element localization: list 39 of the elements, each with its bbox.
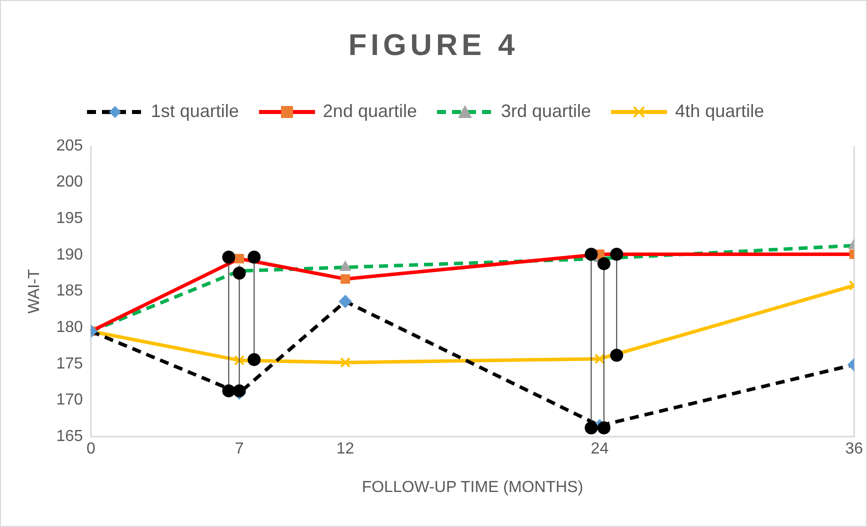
y-tick-label: 170 — [56, 392, 83, 409]
legend-label: 1st quartile — [150, 101, 239, 121]
point — [584, 248, 598, 261]
point — [594, 354, 605, 364]
point — [222, 384, 236, 398]
x-tick-label: 7 — [234, 440, 244, 458]
point — [340, 357, 351, 368]
point — [248, 353, 261, 366]
y-tick-label: 200 — [56, 174, 83, 191]
point — [232, 266, 246, 280]
point — [340, 260, 351, 271]
y-tick-label: 165 — [56, 428, 83, 446]
point — [232, 384, 246, 398]
point — [234, 355, 245, 366]
point — [610, 248, 624, 261]
x-axis-title: FOLLOW-UP TIME (MONTHS) — [362, 478, 584, 496]
legend-label: 2nd quartile — [322, 101, 417, 121]
point — [248, 250, 261, 264]
point — [597, 257, 610, 270]
legend-label: 3rd quartile — [501, 101, 592, 121]
y-tick-label: 175 — [56, 355, 83, 372]
point — [584, 421, 598, 434]
x-tick-label: 0 — [86, 440, 96, 458]
point — [610, 348, 624, 362]
point — [340, 274, 350, 284]
point — [222, 250, 236, 264]
point — [234, 254, 244, 264]
chart-title: FIGURE 4 — [347, 29, 520, 63]
legend-label: 4th quartile — [675, 101, 764, 121]
y-axis-title: WAI-T — [26, 268, 44, 314]
x-tick-label: 36 — [845, 440, 864, 458]
point — [597, 421, 610, 434]
x-tick-label: 24 — [590, 440, 609, 458]
y-tick-label: 195 — [56, 210, 83, 228]
x-tick-label: 12 — [336, 440, 354, 458]
y-tick-label: 190 — [56, 246, 83, 264]
y-tick-label: 180 — [56, 319, 83, 336]
y-tick-label: 205 — [56, 137, 83, 154]
y-tick-label: 185 — [56, 282, 83, 300]
